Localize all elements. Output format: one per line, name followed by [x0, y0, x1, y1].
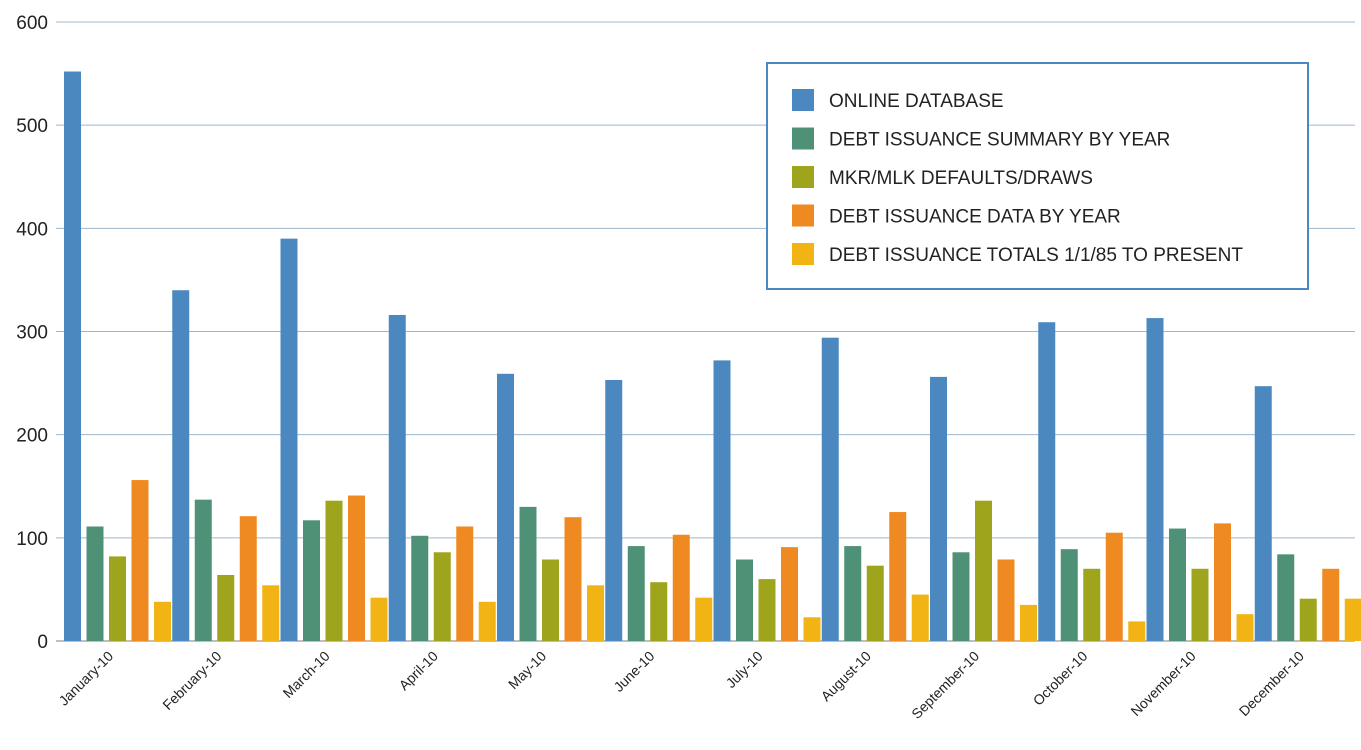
bar: [1128, 621, 1146, 641]
x-tick-label: October-10: [1030, 648, 1091, 709]
x-axis-labels: January-10 February-10 March-10 April-10 May…: [55, 648, 1307, 722]
bar: [370, 597, 388, 641]
bar: [239, 516, 257, 641]
y-tick-label: 0: [37, 632, 48, 653]
x-tick-label: December-10: [1236, 648, 1307, 719]
bar: [1083, 568, 1101, 641]
x-tick-label: June-10: [610, 648, 657, 695]
bar: [713, 360, 731, 641]
bar: [217, 574, 235, 641]
bar: [889, 512, 907, 641]
bar: [542, 559, 559, 641]
legend-box: [766, 62, 1309, 290]
x-tick-label: September-10: [908, 648, 982, 722]
legend-swatch: [792, 127, 814, 150]
legend-items: ONLINE DATABASE DEBT ISSUANCE SUMMARY BY …: [792, 89, 1243, 266]
bar: [262, 585, 280, 641]
bar: [194, 499, 212, 641]
bar: [803, 617, 821, 641]
legend-swatch: [792, 166, 814, 188]
bar: [821, 337, 839, 641]
bar: [86, 526, 104, 641]
bar: [1060, 549, 1078, 641]
bar: [519, 506, 537, 641]
bar: [695, 597, 713, 641]
bar: [1146, 318, 1164, 641]
x-tick-label: March-10: [280, 648, 333, 701]
y-tick-label: 100: [16, 529, 48, 550]
bar: [781, 547, 798, 641]
legend-swatch: [792, 89, 814, 111]
bar: [411, 535, 429, 641]
x-tick-label: November-10: [1127, 648, 1198, 719]
bar: [736, 559, 753, 641]
legend-swatch: [792, 243, 814, 265]
bar: [131, 480, 149, 641]
bar: [388, 314, 406, 641]
y-axis-ticks: 0 100 200 300 400 500 600: [16, 13, 48, 653]
y-tick-label: 600: [16, 13, 48, 34]
legend-label: DEBT ISSUANCE DATA BY YEAR: [829, 207, 1121, 228]
y-tick-label: 500: [16, 116, 48, 137]
bar: [672, 534, 690, 641]
bar: [325, 500, 343, 641]
x-tick-label: February-10: [159, 648, 224, 713]
legend-swatch: [792, 204, 814, 227]
bar: [605, 379, 623, 641]
x-tick-label: August-10: [818, 648, 875, 705]
bar: [587, 585, 604, 641]
bar: [975, 500, 992, 641]
bar: [564, 517, 582, 641]
bar: [866, 565, 884, 641]
bar: [911, 594, 929, 641]
bar: [1214, 523, 1231, 641]
bar: [497, 373, 514, 641]
legend-label: DEBT ISSUANCE TOTALS 1/1/85 TO PRESENT: [829, 245, 1243, 266]
bar: [1020, 604, 1037, 641]
bar: [303, 520, 320, 641]
bar: [433, 552, 451, 641]
bar: [1105, 532, 1123, 641]
bar: [1344, 598, 1361, 641]
x-tick-label: May-10: [505, 648, 549, 692]
bar: [280, 238, 298, 641]
legend-label: ONLINE DATABASE: [829, 91, 1004, 112]
bar: [1277, 554, 1295, 641]
x-tick-label: July-10: [723, 648, 766, 691]
y-tick-label: 300: [16, 323, 48, 344]
y-tick-label: 400: [16, 219, 48, 240]
bar: [952, 552, 970, 641]
bar: [1038, 322, 1056, 641]
x-tick-label: April-10: [396, 648, 442, 694]
bar: [1169, 528, 1186, 641]
bar: [758, 579, 776, 641]
bars: [64, 71, 1361, 641]
bar: [1191, 568, 1209, 641]
bar: [844, 546, 862, 641]
bar: [109, 556, 126, 641]
gridlines: [56, 21, 1355, 642]
y-tick-label: 200: [16, 426, 48, 447]
legend-label: MKR/MLK DEFAULTS/DRAWS: [829, 168, 1093, 189]
bar: [1254, 386, 1272, 641]
bar: [154, 601, 171, 641]
bar: [1322, 568, 1340, 641]
bar: [172, 290, 190, 641]
bar: [64, 71, 81, 641]
x-tick-label: January-10: [55, 648, 116, 709]
bar: [1236, 614, 1254, 641]
legend-label: DEBT ISSUANCE SUMMARY BY YEAR: [829, 130, 1170, 151]
bar: [478, 601, 496, 641]
bar: [348, 495, 365, 641]
bar: [650, 582, 668, 641]
legend: ONLINE DATABASE DEBT ISSUANCE SUMMARY BY …: [766, 62, 1309, 290]
bar: [456, 526, 474, 641]
bar: [1299, 598, 1317, 641]
bar: [627, 546, 645, 641]
bar: [997, 559, 1015, 641]
bar: [930, 376, 947, 641]
